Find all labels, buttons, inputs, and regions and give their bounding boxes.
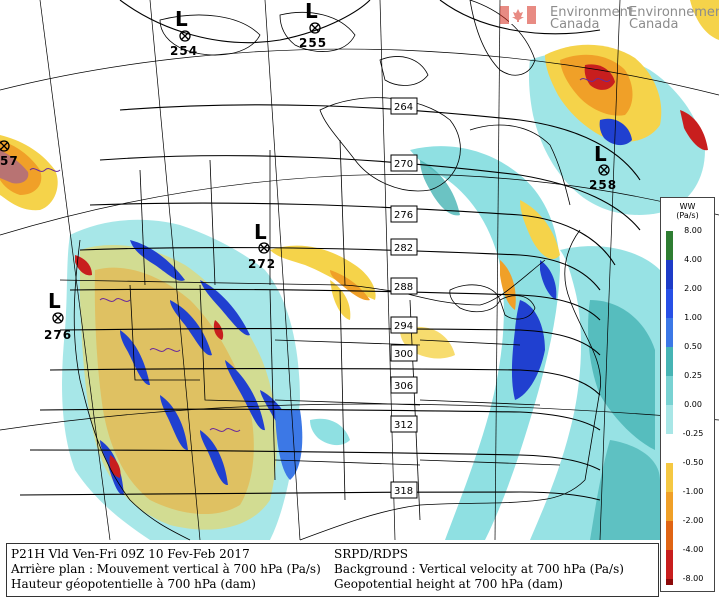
svg-text:L: L [254, 220, 267, 244]
legend-swatch [666, 434, 673, 463]
legend-swatch [666, 318, 673, 347]
caption-background-en: Background : Vertical velocity at 700 hP… [334, 562, 624, 576]
low-pressure-marker: L 258 [589, 142, 617, 192]
canada-flag-logo [500, 6, 629, 24]
legend-level-label: 4.00 [684, 255, 702, 264]
vertical-velocity-shading [0, 0, 719, 540]
legend-level-label: -1.00 [682, 487, 704, 496]
svg-text:255: 255 [299, 36, 327, 50]
color-legend: WW (Pa/s) 8.00 4.00 2.00 1.00 0.50 0.25 0.00 -0… [660, 197, 715, 592]
low-pressure-marker: L 254 [170, 7, 198, 58]
legend-title: WW [679, 202, 696, 211]
legend-units: (Pa/s) [676, 211, 699, 220]
caption-height-fr: Hauteur géopotentielle à 700 hPa (dam) [11, 577, 256, 591]
low-pressure-marker: L 255 [299, 0, 327, 50]
map-boundaries [0, 0, 719, 541]
legend-swatch [666, 579, 673, 585]
legend-swatch [666, 376, 673, 405]
caption-valid-time: P21H Vld Ven-Fri 09Z 10 Fev-Feb 2017 [11, 547, 250, 561]
low-pressure-marker: L 272 [248, 220, 276, 271]
contour-label: 270 [394, 159, 413, 170]
svg-text:258: 258 [589, 178, 617, 192]
pressure-systems: L 254 L 255 L 258 L 272 [0, 0, 617, 342]
legend-swatch [666, 492, 673, 521]
legend-level-label: -4.00 [682, 545, 704, 554]
svg-text:L: L [175, 7, 188, 31]
contour-label: 312 [394, 420, 413, 431]
legend-level-label: 2.00 [684, 284, 702, 293]
org-name-en-line2: Canada [550, 17, 600, 32]
contour-label: 276 [394, 210, 413, 221]
org-name-fr: Environnement [629, 5, 719, 20]
map-caption: P21H Vld Ven-Fri 09Z 10 Fev-Feb 2017 Arr… [6, 543, 659, 597]
contour-labels: 264 270 276 282 288 294 300 306 312 318 [390, 97, 418, 499]
caption-height-en: Geopotential height at 700 hPa (dam) [334, 577, 563, 591]
legend-swatch [666, 405, 673, 434]
detail-contours [29, 78, 611, 432]
contour-label: 264 [394, 102, 413, 113]
partial-pressure-marker: 57 [0, 140, 19, 168]
caption-model: SRPD/RDPS [334, 547, 408, 561]
legend-swatch [666, 347, 673, 376]
legend-level-label: 0.00 [684, 400, 702, 409]
svg-text:L: L [305, 0, 318, 23]
contour-label: 318 [394, 486, 413, 497]
legend-level-label: -0.25 [682, 429, 704, 438]
svg-text:276: 276 [44, 328, 72, 342]
contour-label: 306 [394, 381, 413, 392]
legend-level-label: -0.50 [682, 458, 704, 467]
legend-swatch [666, 550, 673, 579]
legend-level-label: 0.25 [684, 371, 702, 380]
contour-label: 288 [394, 282, 413, 293]
contour-label: 294 [394, 321, 413, 332]
low-pressure-marker: L 276 [44, 289, 72, 342]
legend-level-label: -2.00 [682, 516, 704, 525]
legend-swatch [666, 260, 673, 289]
svg-text:57: 57 [0, 154, 19, 168]
legend-swatch [666, 463, 673, 492]
org-name-fr-line2: Canada [629, 17, 679, 32]
legend-swatch [666, 289, 673, 318]
contour-label: 300 [394, 349, 413, 360]
legend-level-label: -8.00 [682, 574, 704, 583]
legend-level-label: 0.50 [684, 342, 702, 351]
legend-level-label: 8.00 [684, 226, 702, 235]
svg-text:272: 272 [248, 257, 276, 271]
contour-label: 282 [394, 243, 413, 254]
svg-text:254: 254 [170, 44, 198, 58]
legend-level-label: 1.00 [684, 313, 702, 322]
svg-text:L: L [48, 289, 61, 313]
legend-swatch [666, 521, 673, 550]
org-name-en: Environment [550, 5, 634, 20]
legend-swatch [666, 231, 673, 260]
caption-background-fr: Arrière plan : Mouvement vertical à 700 … [11, 562, 321, 576]
svg-text:L: L [594, 142, 607, 166]
